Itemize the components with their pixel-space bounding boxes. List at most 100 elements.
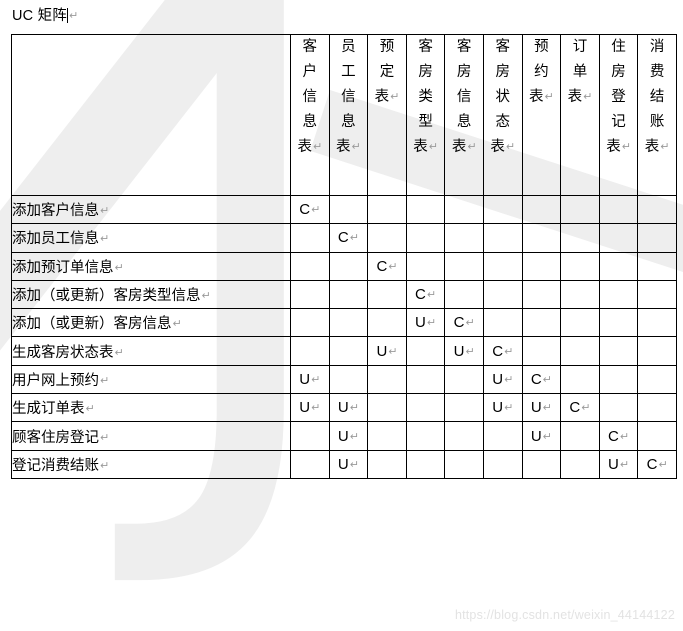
matrix-cell-row-guest-checkin-col-room-status[interactable] <box>482 421 523 451</box>
matrix-cell-row-guest-checkin-col-order[interactable] <box>560 421 600 451</box>
matrix-cell-row-add-employee-info-col-booking[interactable] <box>521 223 562 253</box>
matrix-cell-row-online-booking-col-room-status[interactable]: U↵ <box>482 364 523 395</box>
matrix-cell-row-gen-order-col-room-status[interactable]: U↵ <box>482 393 523 423</box>
matrix-cell-row-online-booking-col-customer-info[interactable]: U↵ <box>290 364 330 395</box>
matrix-cell-row-add-employee-info-col-customer-info[interactable] <box>290 223 330 253</box>
matrix-cell-row-online-booking-col-order[interactable] <box>560 364 600 395</box>
matrix-cell-row-gen-room-status-col-checkin[interactable] <box>598 336 639 366</box>
matrix-cell-row-billing-record-col-checkin[interactable]: U↵ <box>598 449 639 479</box>
matrix-cell-row-add-reservation-col-order[interactable] <box>560 251 600 281</box>
matrix-cell-row-gen-order-col-customer-info[interactable]: U↵ <box>290 393 330 423</box>
matrix-cell-row-gen-room-status-col-customer-info[interactable] <box>290 336 330 366</box>
matrix-cell-row-gen-room-status-col-reservation[interactable]: U↵ <box>367 336 407 366</box>
matrix-cell-row-billing-record-col-reservation[interactable] <box>367 449 407 479</box>
matrix-cell-row-add-room-info-col-room-status[interactable] <box>482 308 523 338</box>
matrix-cell-row-guest-checkin-col-billing[interactable] <box>637 421 677 451</box>
matrix-cell-row-gen-order-col-billing[interactable] <box>637 393 677 423</box>
matrix-cell-row-add-room-info-col-checkin[interactable] <box>598 308 639 338</box>
matrix-cell-row-gen-order-col-room-info[interactable] <box>444 393 484 423</box>
matrix-cell-row-add-reservation-col-reservation[interactable]: C↵ <box>367 251 407 281</box>
matrix-cell-row-add-room-type-col-booking[interactable] <box>521 279 562 310</box>
matrix-cell-row-online-booking-col-reservation[interactable] <box>367 364 407 395</box>
matrix-cell-row-gen-order-col-employee-info[interactable]: U↵ <box>328 393 369 423</box>
matrix-cell-row-add-room-info-col-reservation[interactable] <box>367 308 407 338</box>
matrix-cell-row-billing-record-col-customer-info[interactable] <box>290 449 330 479</box>
matrix-cell-row-gen-order-col-order[interactable]: C↵ <box>560 393 600 423</box>
matrix-cell-row-add-room-info-col-room-info[interactable]: C↵ <box>444 308 484 338</box>
matrix-cell-row-gen-room-status-col-room-type[interactable] <box>405 336 446 366</box>
matrix-cell-row-add-employee-info-col-billing[interactable] <box>637 223 677 253</box>
matrix-cell-row-add-room-type-col-employee-info[interactable] <box>328 279 369 310</box>
matrix-cell-row-online-booking-col-employee-info[interactable] <box>328 364 369 395</box>
matrix-cell-row-add-reservation-col-billing[interactable] <box>637 251 677 281</box>
matrix-cell-row-add-customer-info-col-order[interactable] <box>560 194 600 225</box>
matrix-cell-row-add-room-type-col-reservation[interactable] <box>367 279 407 310</box>
matrix-cell-row-guest-checkin-col-reservation[interactable] <box>367 421 407 451</box>
matrix-cell-row-gen-room-status-col-order[interactable] <box>560 336 600 366</box>
matrix-cell-row-add-room-type-col-room-info[interactable] <box>444 279 484 310</box>
matrix-cell-row-billing-record-col-room-info[interactable] <box>444 449 484 479</box>
matrix-cell-row-add-room-info-col-booking[interactable] <box>521 308 562 338</box>
matrix-cell-row-add-customer-info-col-booking[interactable] <box>521 194 562 225</box>
matrix-cell-row-gen-room-status-col-employee-info[interactable] <box>328 336 369 366</box>
matrix-cell-row-online-booking-col-checkin[interactable] <box>598 364 639 395</box>
matrix-cell-row-add-employee-info-col-room-type[interactable] <box>405 223 446 253</box>
matrix-cell-row-add-customer-info-col-room-type[interactable] <box>405 194 446 225</box>
matrix-cell-row-add-reservation-col-checkin[interactable] <box>598 251 639 281</box>
matrix-cell-row-add-reservation-col-employee-info[interactable] <box>328 251 369 281</box>
matrix-cell-row-add-customer-info-col-employee-info[interactable] <box>328 194 369 225</box>
matrix-cell-row-add-room-type-col-room-status[interactable] <box>482 279 523 310</box>
matrix-cell-row-add-employee-info-col-checkin[interactable] <box>598 223 639 253</box>
matrix-cell-row-gen-order-col-booking[interactable]: U↵ <box>521 393 562 423</box>
matrix-cell-row-add-customer-info-col-customer-info[interactable]: C↵ <box>290 194 330 225</box>
matrix-cell-row-add-reservation-col-customer-info[interactable] <box>290 251 330 281</box>
matrix-cell-row-add-room-type-col-checkin[interactable] <box>598 279 639 310</box>
matrix-cell-row-gen-order-col-checkin[interactable] <box>598 393 639 423</box>
matrix-cell-row-gen-room-status-col-room-status[interactable]: C↵ <box>482 336 523 366</box>
matrix-cell-row-add-employee-info-col-room-status[interactable] <box>482 223 523 253</box>
matrix-cell-row-guest-checkin-col-booking[interactable]: U↵ <box>521 421 562 451</box>
matrix-cell-row-billing-record-col-employee-info[interactable]: U↵ <box>328 449 369 479</box>
matrix-cell-row-guest-checkin-col-employee-info[interactable]: U↵ <box>328 421 369 451</box>
matrix-cell-row-billing-record-col-room-status[interactable] <box>482 449 523 479</box>
matrix-cell-row-guest-checkin-col-room-info[interactable] <box>444 421 484 451</box>
matrix-cell-row-add-room-info-col-order[interactable] <box>560 308 600 338</box>
matrix-cell-row-add-reservation-col-booking[interactable] <box>521 251 562 281</box>
matrix-cell-row-online-booking-col-room-type[interactable] <box>405 364 446 395</box>
matrix-cell-row-add-reservation-col-room-info[interactable] <box>444 251 484 281</box>
matrix-cell-row-billing-record-col-booking[interactable] <box>521 449 562 479</box>
matrix-cell-row-online-booking-col-billing[interactable] <box>637 364 677 395</box>
matrix-cell-row-add-employee-info-col-room-info[interactable] <box>444 223 484 253</box>
matrix-cell-row-add-customer-info-col-checkin[interactable] <box>598 194 639 225</box>
matrix-cell-row-add-room-type-col-order[interactable] <box>560 279 600 310</box>
matrix-cell-row-billing-record-col-order[interactable] <box>560 449 600 479</box>
matrix-cell-row-billing-record-col-room-type[interactable] <box>405 449 446 479</box>
matrix-cell-row-add-customer-info-col-billing[interactable] <box>637 194 677 225</box>
matrix-cell-row-add-employee-info-col-employee-info[interactable]: C↵ <box>328 223 369 253</box>
matrix-cell-row-add-room-type-col-customer-info[interactable] <box>290 279 330 310</box>
matrix-cell-row-add-customer-info-col-room-status[interactable] <box>482 194 523 225</box>
matrix-cell-row-add-room-info-col-room-type[interactable]: U↵ <box>405 308 446 338</box>
matrix-cell-row-guest-checkin-col-customer-info[interactable] <box>290 421 330 451</box>
matrix-cell-row-gen-room-status-col-booking[interactable] <box>521 336 562 366</box>
matrix-cell-row-add-room-info-col-billing[interactable] <box>637 308 677 338</box>
matrix-cell-row-gen-order-col-room-type[interactable] <box>405 393 446 423</box>
matrix-cell-row-add-room-info-col-employee-info[interactable] <box>328 308 369 338</box>
matrix-cell-row-add-employee-info-col-order[interactable] <box>560 223 600 253</box>
matrix-cell-row-add-room-info-col-customer-info[interactable] <box>290 308 330 338</box>
matrix-cell-row-guest-checkin-col-room-type[interactable] <box>405 421 446 451</box>
matrix-cell-row-gen-room-status-col-billing[interactable] <box>637 336 677 366</box>
matrix-cell-row-guest-checkin-col-checkin[interactable]: C↵ <box>598 421 639 451</box>
matrix-cell-row-add-room-type-col-room-type[interactable]: C↵ <box>405 279 446 310</box>
matrix-cell-row-billing-record-col-billing[interactable]: C↵ <box>637 449 677 479</box>
matrix-cell-row-online-booking-col-room-info[interactable] <box>444 364 484 395</box>
matrix-cell-row-gen-room-status-col-room-info[interactable]: U↵ <box>444 336 484 366</box>
matrix-cell-row-add-customer-info-col-room-info[interactable] <box>444 194 484 225</box>
matrix-cell-row-add-customer-info-col-reservation[interactable] <box>367 194 407 225</box>
matrix-cell-row-add-reservation-col-room-status[interactable] <box>482 251 523 281</box>
matrix-cell-row-add-room-type-col-billing[interactable] <box>637 279 677 310</box>
matrix-cell-row-gen-order-col-reservation[interactable] <box>367 393 407 423</box>
matrix-cell-row-online-booking-col-booking[interactable]: C↵ <box>521 364 562 395</box>
matrix-cell-row-add-employee-info-col-reservation[interactable] <box>367 223 407 253</box>
matrix-cell-row-add-reservation-col-room-type[interactable] <box>405 251 446 281</box>
